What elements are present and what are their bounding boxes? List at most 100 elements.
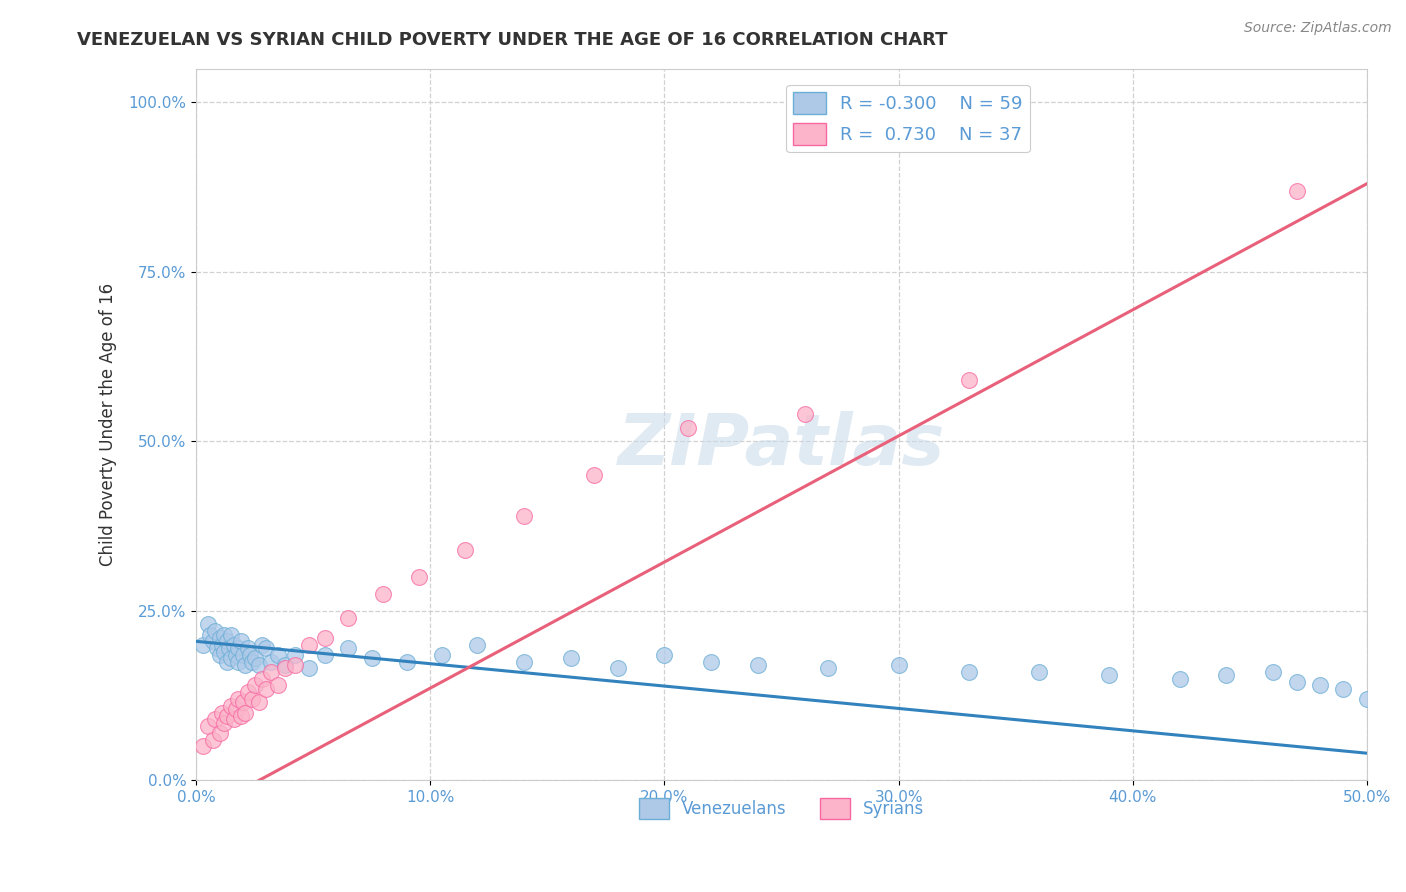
Point — [239, 648, 262, 662]
Point — [817, 661, 839, 675]
Point — [193, 638, 215, 652]
Point — [250, 672, 273, 686]
Legend: Venezuelans, Syrians: Venezuelans, Syrians — [631, 792, 931, 825]
Point — [454, 542, 477, 557]
Point — [197, 719, 219, 733]
Point — [676, 421, 699, 435]
Text: VENEZUELAN VS SYRIAN CHILD POVERTY UNDER THE AGE OF 16 CORRELATION CHART: VENEZUELAN VS SYRIAN CHILD POVERTY UNDER… — [77, 31, 948, 49]
Point — [229, 634, 252, 648]
Point — [214, 715, 236, 730]
Point — [314, 648, 336, 662]
Point — [1331, 681, 1354, 696]
Point — [337, 641, 360, 656]
Point — [221, 698, 243, 713]
Point — [1355, 692, 1378, 706]
Y-axis label: Child Poverty Under the Age of 16: Child Poverty Under the Age of 16 — [100, 283, 117, 566]
Point — [654, 648, 676, 662]
Point — [221, 627, 243, 641]
Point — [1309, 678, 1331, 692]
Point — [211, 638, 233, 652]
Point — [1215, 668, 1237, 682]
Point — [337, 610, 360, 624]
Point — [225, 702, 247, 716]
Point — [1098, 668, 1121, 682]
Point — [1285, 675, 1308, 690]
Point — [606, 661, 628, 675]
Point — [373, 587, 395, 601]
Point — [222, 712, 245, 726]
Point — [560, 651, 582, 665]
Point — [228, 641, 250, 656]
Point — [214, 644, 236, 658]
Point — [250, 638, 273, 652]
Point — [254, 681, 277, 696]
Point — [297, 661, 319, 675]
Point — [247, 658, 270, 673]
Point — [465, 638, 488, 652]
Point — [260, 655, 283, 669]
Text: Source: ZipAtlas.com: Source: ZipAtlas.com — [1244, 21, 1392, 35]
Point — [204, 712, 226, 726]
Point — [283, 648, 305, 662]
Point — [201, 634, 224, 648]
Point — [583, 468, 606, 483]
Point — [215, 709, 238, 723]
Point — [513, 508, 536, 523]
Point — [214, 627, 236, 641]
Point — [297, 638, 319, 652]
Point — [207, 641, 229, 656]
Point — [235, 658, 257, 673]
Point — [242, 692, 264, 706]
Point — [236, 685, 259, 699]
Point — [957, 665, 980, 679]
Point — [215, 634, 238, 648]
Point — [395, 655, 418, 669]
Point — [267, 648, 290, 662]
Point — [243, 651, 266, 665]
Point — [793, 407, 815, 421]
Point — [215, 655, 238, 669]
Text: ZIPatlas: ZIPatlas — [617, 411, 945, 480]
Point — [201, 732, 224, 747]
Point — [513, 655, 536, 669]
Point — [242, 655, 264, 669]
Point — [747, 658, 769, 673]
Point — [229, 709, 252, 723]
Point — [267, 678, 290, 692]
Point — [193, 739, 215, 754]
Point — [204, 624, 226, 639]
Point — [232, 648, 254, 662]
Point — [1285, 184, 1308, 198]
Point — [360, 651, 382, 665]
Point — [221, 651, 243, 665]
Point — [247, 695, 270, 709]
Point — [314, 631, 336, 645]
Point — [211, 706, 233, 720]
Point — [1168, 672, 1191, 686]
Point — [208, 726, 231, 740]
Point — [408, 570, 430, 584]
Point — [236, 641, 259, 656]
Point — [1263, 665, 1285, 679]
Point — [225, 648, 247, 662]
Point — [260, 665, 283, 679]
Point — [957, 373, 980, 387]
Point — [228, 692, 250, 706]
Point — [283, 658, 305, 673]
Point — [222, 638, 245, 652]
Point — [228, 655, 250, 669]
Point — [274, 661, 297, 675]
Point — [254, 641, 277, 656]
Point — [235, 706, 257, 720]
Point — [887, 658, 910, 673]
Point — [200, 627, 222, 641]
Point — [274, 658, 297, 673]
Point — [218, 641, 240, 656]
Point — [232, 695, 254, 709]
Point — [208, 631, 231, 645]
Point — [208, 648, 231, 662]
Point — [1028, 665, 1050, 679]
Point — [700, 655, 723, 669]
Point — [430, 648, 453, 662]
Point — [197, 617, 219, 632]
